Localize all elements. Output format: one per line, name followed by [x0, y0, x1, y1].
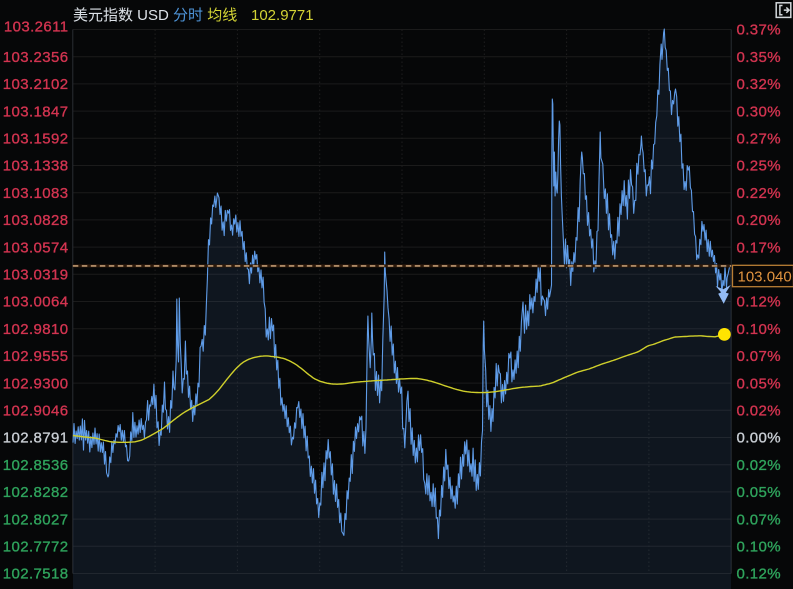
svg-text:103.040: 103.040: [738, 269, 792, 286]
svg-text:0.32%: 0.32%: [737, 76, 782, 93]
svg-text:0.00%: 0.00%: [737, 430, 782, 447]
svg-text:102.8282: 102.8282: [3, 484, 69, 501]
svg-text:103.1338: 103.1338: [3, 158, 69, 175]
svg-text:102.8536: 102.8536: [3, 457, 69, 474]
svg-text:0.20%: 0.20%: [737, 212, 782, 229]
svg-text:0.07%: 0.07%: [737, 511, 782, 528]
svg-text:102.8027: 102.8027: [3, 511, 69, 528]
svg-text:103.2611: 103.2611: [4, 19, 69, 36]
svg-text:102.7518: 102.7518: [3, 566, 69, 583]
svg-text:0.25%: 0.25%: [737, 158, 782, 175]
svg-text:0.05%: 0.05%: [737, 484, 782, 501]
svg-text:0.37%: 0.37%: [737, 22, 782, 39]
svg-text:103.0828: 103.0828: [3, 212, 69, 229]
svg-text:103.2356: 103.2356: [3, 49, 69, 66]
svg-text:103.0319: 103.0319: [3, 267, 69, 284]
svg-text:102.9555: 102.9555: [3, 348, 69, 365]
svg-text:0.07%: 0.07%: [737, 348, 782, 365]
svg-text:0.27%: 0.27%: [737, 131, 782, 148]
svg-text:0.10%: 0.10%: [737, 321, 782, 338]
svg-text:103.2102: 103.2102: [3, 76, 69, 93]
svg-text:103.0574: 103.0574: [3, 239, 69, 256]
svg-text:103.0064: 103.0064: [3, 294, 69, 311]
svg-text:0.30%: 0.30%: [737, 103, 782, 120]
svg-text:0.22%: 0.22%: [737, 185, 782, 202]
svg-text:103.1847: 103.1847: [3, 103, 69, 120]
svg-text:0.02%: 0.02%: [737, 403, 782, 420]
svg-text:103.1592: 103.1592: [3, 131, 69, 148]
svg-text:102.9810: 102.9810: [3, 321, 69, 338]
svg-text:0.35%: 0.35%: [737, 49, 782, 66]
svg-text:0.05%: 0.05%: [737, 375, 782, 392]
svg-text:0.17%: 0.17%: [737, 239, 782, 256]
svg-text:0.02%: 0.02%: [737, 457, 782, 474]
svg-text:103.1083: 103.1083: [3, 185, 69, 202]
svg-text:0.12%: 0.12%: [737, 294, 782, 311]
svg-text:0.12%: 0.12%: [737, 566, 782, 583]
svg-text:102.7772: 102.7772: [3, 539, 69, 556]
svg-text:102.9046: 102.9046: [3, 403, 69, 420]
svg-text:102.8791: 102.8791: [3, 430, 69, 447]
svg-text:0.10%: 0.10%: [737, 539, 782, 556]
svg-text:102.9300: 102.9300: [3, 375, 69, 392]
